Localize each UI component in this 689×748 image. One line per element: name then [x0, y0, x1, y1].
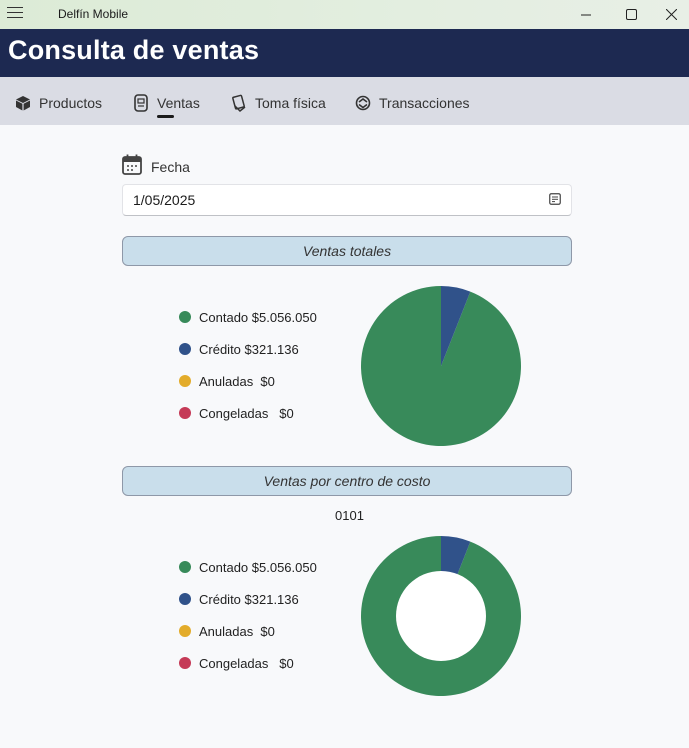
- content-area: [0, 125, 689, 748]
- legend-item-congeladas: Congeladas $0: [179, 647, 317, 679]
- fecha-label: Fecha: [151, 159, 190, 175]
- maximize-button[interactable]: [608, 0, 654, 29]
- legend-dot: [179, 657, 191, 669]
- legend-label: Anuladas $0: [199, 623, 275, 639]
- pie-slices-group: [361, 536, 521, 696]
- legend-dot: [179, 311, 191, 323]
- legend-label: Contado $5.056.050: [199, 309, 317, 325]
- legend-item-credito: Crédito $321.136: [179, 583, 317, 615]
- legend-item-contado: Contado $5.056.050: [179, 551, 317, 583]
- legend-dot: [179, 407, 191, 419]
- legend-item-contado: Contado $5.056.050: [179, 301, 317, 333]
- legend-item-credito: Crédito $321.136: [179, 333, 317, 365]
- app-title: Delfín Mobile: [58, 7, 129, 21]
- tab-ventas[interactable]: Ventas: [132, 92, 200, 114]
- exchange-icon: [354, 94, 372, 112]
- legend-dot: [179, 593, 191, 605]
- tab-label: Productos: [39, 95, 103, 111]
- legend-label: Crédito $321.136: [199, 591, 299, 607]
- legend-label: Contado $5.056.050: [199, 559, 317, 575]
- tab-transacciones[interactable]: Transacciones: [354, 92, 470, 114]
- page-header: Consulta de ventas: [0, 29, 689, 77]
- tab-label: Toma física: [255, 95, 326, 111]
- date-value: 1/05/2025: [133, 192, 196, 208]
- close-button[interactable]: [653, 0, 689, 29]
- minimize-icon: [581, 14, 591, 15]
- title-bar: Delfín Mobile: [0, 0, 689, 29]
- ventas-totales-pie-chart: [361, 286, 521, 446]
- centro-costo-label: 0101: [335, 508, 364, 523]
- legend-dot: [179, 375, 191, 387]
- pie-slices-group: [361, 286, 521, 446]
- legend-label: Crédito $321.136: [199, 341, 299, 357]
- cube-icon: [14, 94, 32, 112]
- donut-hole: [396, 571, 486, 661]
- pie-slice-crédito: [441, 286, 471, 366]
- tab-label: Transacciones: [379, 95, 470, 111]
- legend-label: Anuladas $0: [199, 373, 275, 389]
- date-picker[interactable]: 1/05/2025: [122, 184, 572, 216]
- calendar-small-icon[interactable]: [549, 192, 561, 208]
- hamburger-menu-icon[interactable]: [7, 7, 23, 21]
- legend-dot: [179, 625, 191, 637]
- close-icon: [665, 9, 677, 20]
- tab-toma-fisica[interactable]: Toma física: [230, 92, 326, 114]
- maximize-icon: [625, 9, 637, 20]
- tab-bar: Productos Ventas Toma física Transaccion…: [0, 77, 689, 125]
- ventas-centro-legend: Contado $5.056.050 Crédito $321.136 Anul…: [179, 551, 317, 679]
- ventas-totales-header: Ventas totales: [122, 236, 572, 266]
- calendar-icon: [122, 154, 142, 180]
- tab-productos[interactable]: Productos: [14, 92, 102, 114]
- minimize-button[interactable]: [563, 0, 609, 29]
- ventas-centro-header: Ventas por centro de costo: [122, 466, 572, 496]
- page-title: Consulta de ventas: [8, 35, 260, 65]
- tab-label: Ventas: [157, 95, 200, 111]
- active-tab-indicator: [157, 115, 174, 118]
- legend-dot: [179, 343, 191, 355]
- legend-label: Congeladas $0: [199, 655, 294, 671]
- clipboard-hand-icon: [230, 94, 248, 112]
- legend-item-anuladas: Anuladas $0: [179, 365, 317, 397]
- legend-label: Congeladas $0: [199, 405, 294, 421]
- legend-dot: [179, 561, 191, 573]
- receipt-icon: [132, 94, 150, 112]
- ventas-totales-legend: Contado $5.056.050 Crédito $321.136 Anul…: [179, 301, 317, 429]
- ventas-centro-donut-chart: [361, 536, 521, 696]
- fecha-label-row: Fecha: [122, 154, 190, 180]
- legend-item-congeladas: Congeladas $0: [179, 397, 317, 429]
- legend-item-anuladas: Anuladas $0: [179, 615, 317, 647]
